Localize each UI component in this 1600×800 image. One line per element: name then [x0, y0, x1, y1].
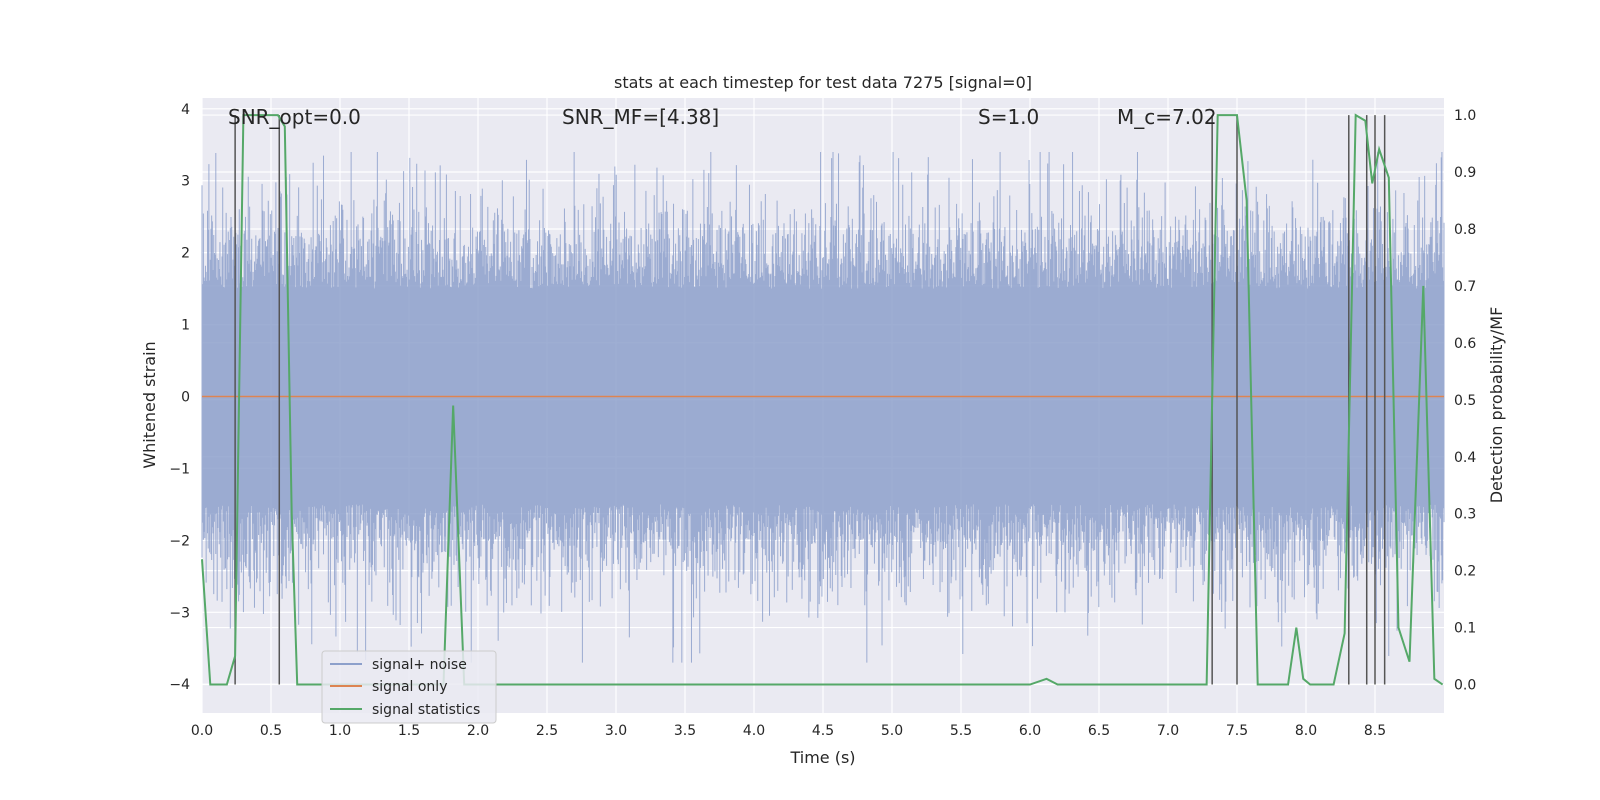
annotation-mc: M_c=7.02 — [1117, 105, 1217, 129]
x-tick-label-17: 8.5 — [1364, 723, 1386, 739]
y-tick-label-2: −2 — [169, 533, 190, 549]
statistics-line — [201, 113, 1444, 686]
y-right-tick-label-7: 0.7 — [1454, 279, 1476, 295]
x-tick-label-10: 5.0 — [881, 723, 903, 739]
y-right-tick-label-3: 0.3 — [1454, 507, 1476, 523]
legend: signal+ noise signal only signal statist… — [321, 650, 497, 724]
y-tick-label-4: 0 — [181, 390, 190, 406]
y-right-tick-label-5: 0.5 — [1454, 393, 1476, 409]
y-axis-ticks: −4 −3 −2 −1 0 1 2 3 4 — [169, 102, 190, 693]
x-tick-label-5: 2.5 — [536, 723, 558, 739]
x-tick-label-2: 1.0 — [329, 723, 351, 739]
y-right-axis-ticks: 0.0 0.1 0.2 0.3 0.4 0.5 0.6 0.7 0.8 0.9 1.0 — [1454, 108, 1476, 693]
y-tick-label-7: 3 — [181, 174, 190, 190]
x-tick-label-16: 8.0 — [1295, 723, 1317, 739]
x-tick-label-3: 1.5 — [398, 723, 420, 739]
y-right-tick-label-1: 0.1 — [1454, 621, 1476, 637]
x-tick-label-14: 7.0 — [1157, 723, 1179, 739]
y-tick-label-5: 1 — [181, 318, 190, 334]
x-tick-label-1: 0.5 — [260, 723, 282, 739]
y-right-tick-label-10: 1.0 — [1454, 108, 1476, 124]
y-right-tick-label-2: 0.2 — [1454, 564, 1476, 580]
y-right-tick-label-0: 0.0 — [1454, 678, 1476, 694]
x-tick-label-4: 2.0 — [467, 723, 489, 739]
y-right-tick-label-8: 0.8 — [1454, 222, 1476, 238]
annotation-snr-mf: SNR_MF=[4.38] — [562, 105, 719, 129]
chart-title: stats at each timestep for test data 727… — [614, 73, 1032, 92]
annotation-s: S=1.0 — [978, 105, 1039, 129]
y-axis-label: Whitened strain — [140, 341, 159, 468]
x-tick-label-8: 4.0 — [743, 723, 765, 739]
x-tick-label-12: 6.0 — [1019, 723, 1041, 739]
y-tick-label-1: −3 — [169, 605, 190, 621]
x-tick-label-15: 7.5 — [1226, 723, 1248, 739]
y-tick-label-0: −4 — [169, 677, 190, 693]
legend-label-signal: signal only — [372, 679, 447, 695]
x-axis-label: Time (s) — [789, 748, 855, 767]
x-tick-label-6: 3.0 — [605, 723, 627, 739]
x-tick-label-11: 5.5 — [950, 723, 972, 739]
y-tick-label-3: −1 — [169, 461, 190, 477]
x-tick-label-9: 4.5 — [812, 723, 834, 739]
annotation-snr-opt: SNR_opt=0.0 — [228, 105, 361, 129]
statistics-series — [201, 113, 1444, 686]
x-tick-label-0: 0.0 — [191, 723, 213, 739]
x-axis-ticks: 0.0 0.5 1.0 1.5 2.0 2.5 3.0 3.5 4.0 4.5 5.0 5.5 6.0 6… — [191, 723, 1386, 739]
x-tick-label-7: 3.5 — [674, 723, 696, 739]
legend-label-noise: signal+ noise — [372, 657, 467, 673]
annotations: SNR_opt=0.0 SNR_MF=[4.38] S=1.0 M_c=7.02 — [228, 105, 1217, 129]
legend-box — [321, 650, 497, 724]
y-tick-label-8: 4 — [181, 102, 190, 118]
y-tick-label-6: 2 — [181, 246, 190, 262]
y-right-tick-label-6: 0.6 — [1454, 336, 1476, 352]
legend-label-stats: signal statistics — [372, 702, 480, 718]
x-tick-label-13: 6.5 — [1088, 723, 1110, 739]
y-right-axis-label: Detection probability/MF — [1487, 307, 1506, 504]
y-right-tick-label-4: 0.4 — [1454, 450, 1476, 466]
y-right-tick-label-9: 0.9 — [1454, 165, 1476, 181]
